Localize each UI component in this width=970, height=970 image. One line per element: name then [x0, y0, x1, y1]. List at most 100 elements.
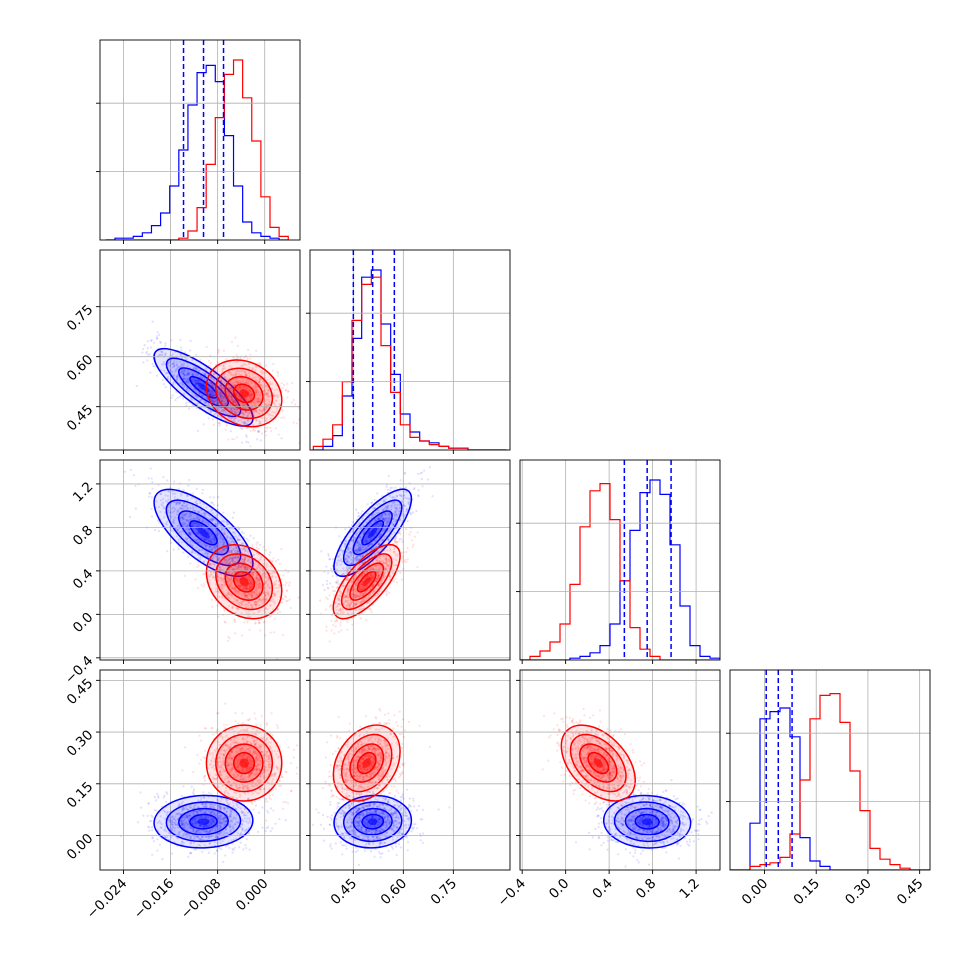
scatter-point: [157, 333, 161, 336]
scatter-point: [375, 512, 378, 515]
scatter-point: [212, 570, 215, 574]
scatter-point: [352, 556, 355, 559]
scatter-point: [238, 585, 241, 588]
scatter-point: [183, 378, 186, 381]
scatter-point: [323, 589, 326, 592]
scatter-point: [190, 497, 193, 500]
scatter-point: [384, 524, 387, 528]
scatter-point: [216, 402, 219, 405]
scatter-point: [366, 575, 369, 578]
scatter-point: [250, 591, 253, 594]
scatter-point: [252, 565, 255, 568]
scatter-point: [421, 485, 424, 488]
scatter-point: [235, 389, 238, 392]
scatter-point: [242, 404, 245, 407]
scatter-point: [238, 602, 241, 605]
scatter-point: [225, 521, 228, 524]
scatter-point: [149, 492, 152, 495]
scatter-point: [192, 524, 195, 527]
scatter-point: [376, 518, 380, 521]
scatter-point: [256, 394, 259, 397]
scatter-point: [247, 588, 250, 591]
scatter-point: [266, 389, 269, 392]
scatter-point: [281, 409, 284, 412]
scatter-point: [186, 381, 189, 384]
scatter-point: [210, 376, 213, 379]
scatter-point: [368, 573, 371, 577]
scatter-point: [252, 571, 255, 574]
scatter-point: [210, 395, 213, 398]
scatter-point: [253, 601, 256, 604]
scatter-point: [239, 357, 242, 360]
scatter-point: [261, 598, 264, 601]
scatter-point: [339, 608, 342, 611]
scatter-point: [209, 562, 212, 565]
scatter-point: [244, 550, 247, 553]
scatter-point: [174, 370, 177, 373]
scatter-point: [207, 552, 210, 556]
scatter-point: [378, 560, 381, 563]
scatter-point: [235, 591, 238, 594]
scatter-point: [146, 359, 149, 362]
scatter-point: [370, 502, 373, 505]
scatter-point: [253, 592, 256, 595]
scatter-point: [274, 583, 277, 586]
scatter-point: [258, 400, 261, 404]
scatter-point: [245, 410, 248, 413]
scatter-point: [284, 389, 287, 392]
scatter-point: [255, 386, 258, 389]
scatter-point: [186, 376, 189, 380]
scatter-point: [210, 572, 213, 575]
scatter-point: [389, 508, 392, 511]
scatter-point: [273, 592, 276, 595]
scatter-point: [200, 549, 203, 552]
scatter-point: [184, 537, 187, 540]
scatter-point: [209, 392, 212, 395]
contour-line-series_b: [224, 562, 264, 601]
scatter-point: [396, 504, 399, 507]
scatter-point: [349, 551, 352, 554]
scatter-point: [272, 392, 275, 395]
scatter-point: [264, 419, 267, 422]
scatter-point: [205, 401, 208, 404]
scatter-point: [370, 548, 373, 551]
scatter-point: [263, 398, 266, 401]
scatter-point: [243, 421, 246, 424]
scatter-point: [216, 559, 219, 562]
scatter-point: [194, 382, 197, 385]
scatter-point: [274, 427, 277, 430]
scatter-point: [286, 390, 289, 393]
scatter-point: [231, 540, 234, 543]
scatter-point: [400, 494, 403, 497]
scatter-point: [203, 400, 206, 403]
scatter-point: [372, 584, 375, 587]
scatter-point: [257, 400, 260, 403]
scatter-point: [363, 572, 366, 575]
scatter-point: [213, 503, 216, 506]
scatter-point: [356, 595, 359, 598]
scatter-point: [257, 547, 260, 550]
scatter-point: [254, 606, 258, 609]
scatter-point: [387, 512, 390, 515]
scatter-point: [217, 522, 220, 525]
scatter-point: [385, 564, 388, 568]
scatter-point: [218, 577, 221, 580]
scatter-point: [269, 426, 272, 429]
scatter-point: [254, 577, 257, 580]
scatter-point: [243, 621, 246, 624]
scatter-point: [236, 550, 239, 553]
scatter-point: [263, 371, 266, 375]
scatter-point: [247, 388, 250, 391]
scatter-point: [383, 518, 387, 521]
scatter-point: [227, 389, 230, 392]
scatter-point: [234, 370, 237, 373]
scatter-point: [232, 600, 235, 604]
scatter-point: [376, 492, 379, 495]
scatter-point: [347, 547, 350, 551]
scatter-point: [217, 401, 220, 404]
scatter-point: [194, 383, 197, 386]
scatter-point: [213, 383, 216, 386]
scatter-point: [365, 538, 368, 541]
scatter-point: [234, 577, 237, 580]
scatter-point: [241, 573, 244, 576]
